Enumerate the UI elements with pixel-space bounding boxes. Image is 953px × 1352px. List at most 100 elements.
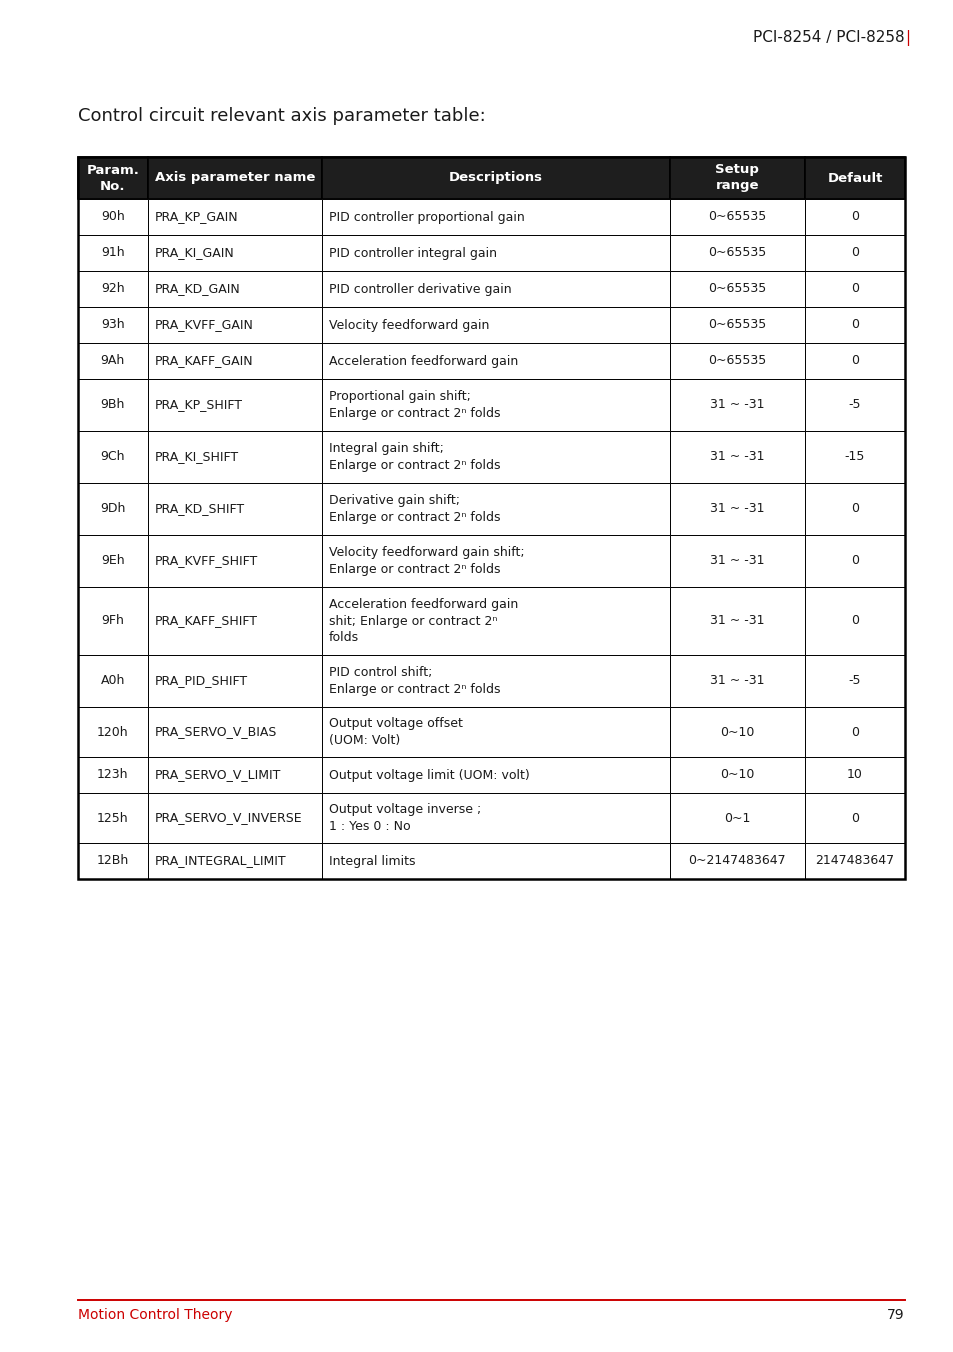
- Bar: [804, 794, 904, 844]
- Text: PRA_KVFF_SHIFT: PRA_KVFF_SHIFT: [154, 554, 257, 568]
- Bar: [669, 431, 804, 483]
- Bar: [669, 757, 804, 794]
- Text: 0~10: 0~10: [720, 768, 754, 781]
- Bar: [804, 379, 904, 431]
- Bar: [78, 199, 148, 235]
- Bar: [669, 270, 804, 307]
- Text: 2147483647: 2147483647: [815, 854, 894, 868]
- Bar: [148, 199, 321, 235]
- Bar: [321, 707, 669, 757]
- Text: PRA_SERVO_V_LIMIT: PRA_SERVO_V_LIMIT: [154, 768, 281, 781]
- Text: 0~65535: 0~65535: [707, 354, 766, 368]
- Text: 0~65535: 0~65535: [707, 211, 766, 223]
- Bar: [148, 307, 321, 343]
- Text: 31 ~ -31: 31 ~ -31: [709, 554, 764, 568]
- Text: Setup
range: Setup range: [715, 164, 759, 192]
- Bar: [148, 343, 321, 379]
- Bar: [148, 431, 321, 483]
- Text: -5: -5: [848, 399, 861, 411]
- Text: 0: 0: [850, 615, 858, 627]
- Bar: [669, 379, 804, 431]
- Bar: [321, 199, 669, 235]
- Bar: [804, 535, 904, 587]
- Text: 31 ~ -31: 31 ~ -31: [709, 503, 764, 515]
- Bar: [78, 343, 148, 379]
- Text: |: |: [904, 30, 909, 46]
- Bar: [669, 483, 804, 535]
- Text: 31 ~ -31: 31 ~ -31: [709, 450, 764, 464]
- Bar: [78, 483, 148, 535]
- Text: Integral limits: Integral limits: [329, 854, 415, 868]
- Text: 0~65535: 0~65535: [707, 319, 766, 331]
- Text: Motion Control Theory: Motion Control Theory: [78, 1307, 233, 1322]
- Text: PRA_KI_GAIN: PRA_KI_GAIN: [154, 246, 234, 260]
- Text: PRA_KD_SHIFT: PRA_KD_SHIFT: [154, 503, 245, 515]
- Text: 0: 0: [850, 354, 858, 368]
- Bar: [148, 270, 321, 307]
- Bar: [321, 343, 669, 379]
- Bar: [78, 157, 904, 879]
- Text: 90h: 90h: [101, 211, 125, 223]
- Bar: [669, 794, 804, 844]
- Text: A0h: A0h: [100, 675, 125, 688]
- Text: 9Ah: 9Ah: [101, 354, 125, 368]
- Bar: [804, 307, 904, 343]
- Text: 91h: 91h: [101, 246, 125, 260]
- Bar: [321, 235, 669, 270]
- Text: Output voltage inverse ;
1 : Yes 0 : No: Output voltage inverse ; 1 : Yes 0 : No: [329, 803, 480, 833]
- Text: 0~10: 0~10: [720, 726, 754, 738]
- Text: Velocity feedforward gain: Velocity feedforward gain: [329, 319, 489, 331]
- Text: Acceleration feedforward gain: Acceleration feedforward gain: [329, 354, 517, 368]
- Text: Derivative gain shift;
Enlarge or contract 2ⁿ folds: Derivative gain shift; Enlarge or contra…: [329, 495, 499, 523]
- Bar: [321, 654, 669, 707]
- Text: Output voltage offset
(UOM: Volt): Output voltage offset (UOM: Volt): [329, 718, 462, 746]
- Text: PID controller derivative gain: PID controller derivative gain: [329, 283, 511, 296]
- Bar: [669, 535, 804, 587]
- Bar: [148, 379, 321, 431]
- Bar: [148, 587, 321, 654]
- Text: 0: 0: [850, 211, 858, 223]
- Bar: [321, 307, 669, 343]
- Bar: [78, 157, 148, 199]
- Bar: [148, 235, 321, 270]
- Bar: [321, 535, 669, 587]
- Bar: [669, 235, 804, 270]
- Bar: [804, 343, 904, 379]
- Bar: [321, 431, 669, 483]
- Bar: [804, 431, 904, 483]
- Bar: [321, 157, 669, 199]
- Text: PCI-8254 / PCI-8258: PCI-8254 / PCI-8258: [753, 30, 904, 45]
- Text: 0: 0: [850, 726, 858, 738]
- Text: PRA_KP_SHIFT: PRA_KP_SHIFT: [154, 399, 242, 411]
- Bar: [78, 535, 148, 587]
- Bar: [148, 654, 321, 707]
- Text: 31 ~ -31: 31 ~ -31: [709, 675, 764, 688]
- Bar: [78, 307, 148, 343]
- Text: PRA_PID_SHIFT: PRA_PID_SHIFT: [154, 675, 248, 688]
- Bar: [321, 757, 669, 794]
- Bar: [78, 757, 148, 794]
- Text: PRA_KVFF_GAIN: PRA_KVFF_GAIN: [154, 319, 253, 331]
- Text: 9Ch: 9Ch: [100, 450, 125, 464]
- Text: PRA_KP_GAIN: PRA_KP_GAIN: [154, 211, 238, 223]
- Bar: [148, 844, 321, 879]
- Bar: [148, 757, 321, 794]
- Text: 92h: 92h: [101, 283, 125, 296]
- Bar: [148, 707, 321, 757]
- Text: Default: Default: [826, 172, 882, 184]
- Text: PID controller proportional gain: PID controller proportional gain: [329, 211, 524, 223]
- Bar: [804, 654, 904, 707]
- Text: PRA_INTEGRAL_LIMIT: PRA_INTEGRAL_LIMIT: [154, 854, 286, 868]
- Text: 0: 0: [850, 283, 858, 296]
- Text: 0~65535: 0~65535: [707, 246, 766, 260]
- Bar: [78, 794, 148, 844]
- Bar: [78, 654, 148, 707]
- Text: 0: 0: [850, 811, 858, 825]
- Bar: [148, 535, 321, 587]
- Text: 9Dh: 9Dh: [100, 503, 126, 515]
- Text: Output voltage limit (UOM: volt): Output voltage limit (UOM: volt): [329, 768, 529, 781]
- Bar: [804, 199, 904, 235]
- Text: 0: 0: [850, 319, 858, 331]
- Text: Proportional gain shift;
Enlarge or contract 2ⁿ folds: Proportional gain shift; Enlarge or cont…: [329, 391, 499, 419]
- Text: PRA_KD_GAIN: PRA_KD_GAIN: [154, 283, 240, 296]
